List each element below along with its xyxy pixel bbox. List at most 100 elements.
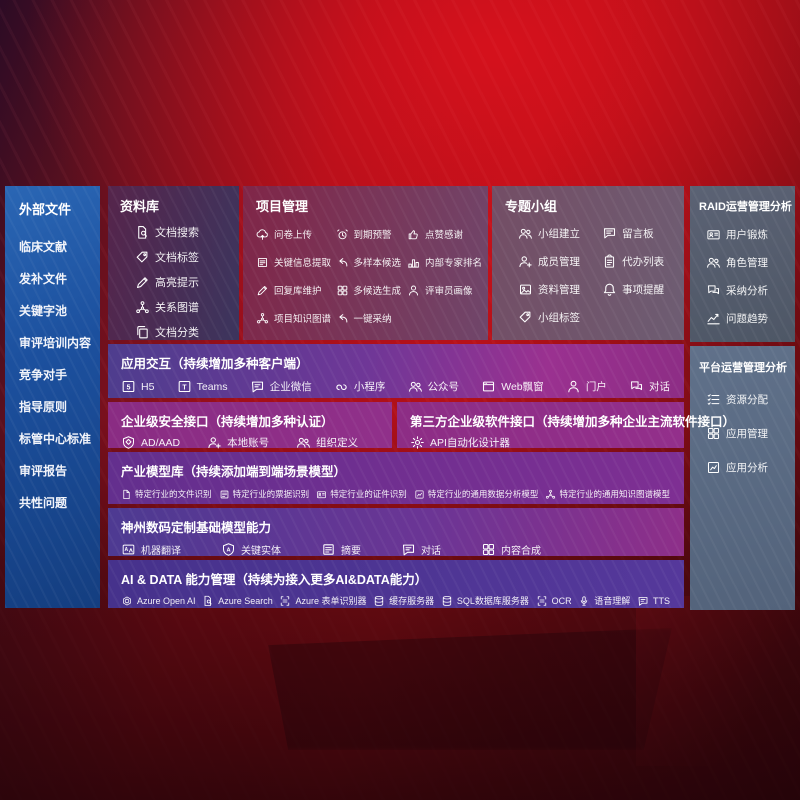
project-item: 多候选生成 [336,283,403,297]
base-model-item: 对话 [401,542,441,557]
ai-data-row: Azure Open AI Azure Search Azure 表单识别器 缓存服务… [108,588,684,607]
item-label: 多样本候选 [353,258,402,269]
band-title-industry-models: 产业模型库（持续添加端到端场景模型） [121,465,347,479]
alarm-icon [336,228,349,241]
group-item: 资料管理 [518,282,602,297]
clipboard-icon [602,254,617,269]
item-label: Azure Search [218,595,273,606]
gear-icon [410,435,425,450]
pen-icon [256,284,269,297]
person-add-icon [207,435,222,450]
item-label: 公众号 [427,381,460,393]
item-label: 角色管理 [726,257,768,269]
chat-double-icon [629,379,644,394]
ai-data-item: 缓存服务器 [373,594,434,607]
topic-groups-panel: 专题小组 小组建立 留言板 成员管理 代办列表 资料管理 事项提醒 小组标签 [492,186,684,340]
panel-title-raid: RAID运营管理分析 [699,201,792,213]
item-label: 应用管理 [726,428,768,440]
image-icon [518,282,533,297]
raid-item: 采纳分析 [706,283,795,298]
raid-item: 用户锻炼 [706,227,795,242]
docs-icon [135,325,150,340]
chart-box-icon [414,489,425,500]
industry-model-item: 特定行业的票据识别 [219,488,309,500]
rank-icon [407,256,420,269]
repository-item: 文档搜索 [135,224,239,240]
interaction-item: 门户 [566,379,607,394]
project-item: 多样本候选 [336,255,403,269]
doc-extract-icon [219,489,230,500]
project-item: 项目知识图谱 [256,311,332,325]
group-item: 事项提醒 [602,282,680,297]
band-title-ai-data: AI & DATA 能力管理（持续为接入更多AI&DATA能力） [121,573,428,587]
ai-data-item: 语音理解 [578,594,630,607]
item-label: 特定行业的文件识别 [135,489,212,499]
ai-data-item: OCR [536,595,572,607]
base-models-row: 机器翻译 关键实体 摘要 对话 内容合成 [108,536,684,557]
base-model-item: 摘要 [321,542,361,557]
band-title-interaction: 应用交互（持续增加多种客户端） [121,357,309,371]
band-title-third-party: 第三方企业级软件接口（持续增加多种企业主流软件接口） [410,415,736,429]
item-label: 点赞感谢 [424,230,463,241]
item-label: Teams [196,380,228,393]
item-label: 小程序 [353,381,386,393]
item-label: 关键信息提取 [274,258,332,269]
third-party-item: API自动化设计器 [410,435,510,450]
sidebar-item: 临床文献 [19,240,68,254]
sidebar-item: 审评报告 [19,464,68,478]
item-label: Azure 表单识别器 [295,596,367,606]
security-interface-band: 企业级安全接口（持续增加多种认证） AD/AAD 本地账号 组织定义 [108,402,392,448]
people-icon [706,255,721,270]
project-grid: 问卷上传 到期预警 点赞感谢 关键信息提取 多样本候选 内部专家排名 回复库维护 多候选生成 评… [243,215,488,325]
item-label: 对话 [648,381,670,393]
chat-icon [250,379,265,394]
project-item: 一键采纳 [336,311,403,325]
grid-icon [481,542,496,557]
item-label: 关系图谱 [155,302,199,314]
teams-icon [177,379,192,394]
item-label: 问题趋势 [726,313,768,325]
item-label: 资料管理 [538,284,580,296]
sidebar-item: 指导原则 [19,400,68,414]
item-label: 机器翻译 [141,546,181,557]
project-item: 内部专家排名 [407,255,482,269]
repository-item: 关系图谱 [135,299,239,315]
people-icon [408,379,423,394]
industry-model-item: 特定行业的文件识别 [121,488,212,500]
security-item: 本地账号 [207,435,269,450]
chat-icon [401,542,416,557]
project-item: 关键信息提取 [256,255,332,269]
interaction-item: 公众号 [408,379,460,394]
security-item: AD/AAD [121,435,180,450]
grid-icon [336,284,349,297]
thumb-up-icon [407,228,420,241]
ai-data-item: Azure 表单识别器 [279,594,366,607]
third-party-interface-band: 第三方企业级软件接口（持续增加多种企业主流软件接口） API自动化设计器 [397,402,736,450]
industry-model-item: 特定行业的通用数据分析模型 [414,488,538,500]
trend-icon [706,311,721,326]
item-label: OCR [551,595,572,606]
doc-search-icon [202,595,214,607]
item-label: 到期预警 [353,230,392,241]
sidebar-item: 竞争对手 [19,368,68,382]
group-item: 留言板 [602,226,680,241]
group-item: 代办列表 [602,254,680,269]
person-icon [407,284,420,297]
interaction-item: H5 [121,379,154,394]
project-management-panel: 项目管理 问卷上传 到期预警 点赞感谢 关键信息提取 多样本候选 内部专家排名 回复库维护 多… [243,186,488,340]
chat-double-icon [706,283,721,298]
shield-icon [121,435,136,450]
doc-extract-icon [256,256,269,269]
item-label: 小组标签 [538,312,580,324]
list-icon [706,392,721,407]
item-label: SQL数据库服务器 [456,596,529,606]
window-icon [481,379,496,394]
id-card-icon [316,489,327,500]
interaction-item: Teams [177,379,228,394]
repository-item: 文档标签 [135,249,239,265]
project-item: 到期预警 [336,227,403,241]
ai-data-item: Azure Open AI [121,595,196,607]
item-label: 对话 [421,546,441,557]
openai-icon [121,595,133,607]
